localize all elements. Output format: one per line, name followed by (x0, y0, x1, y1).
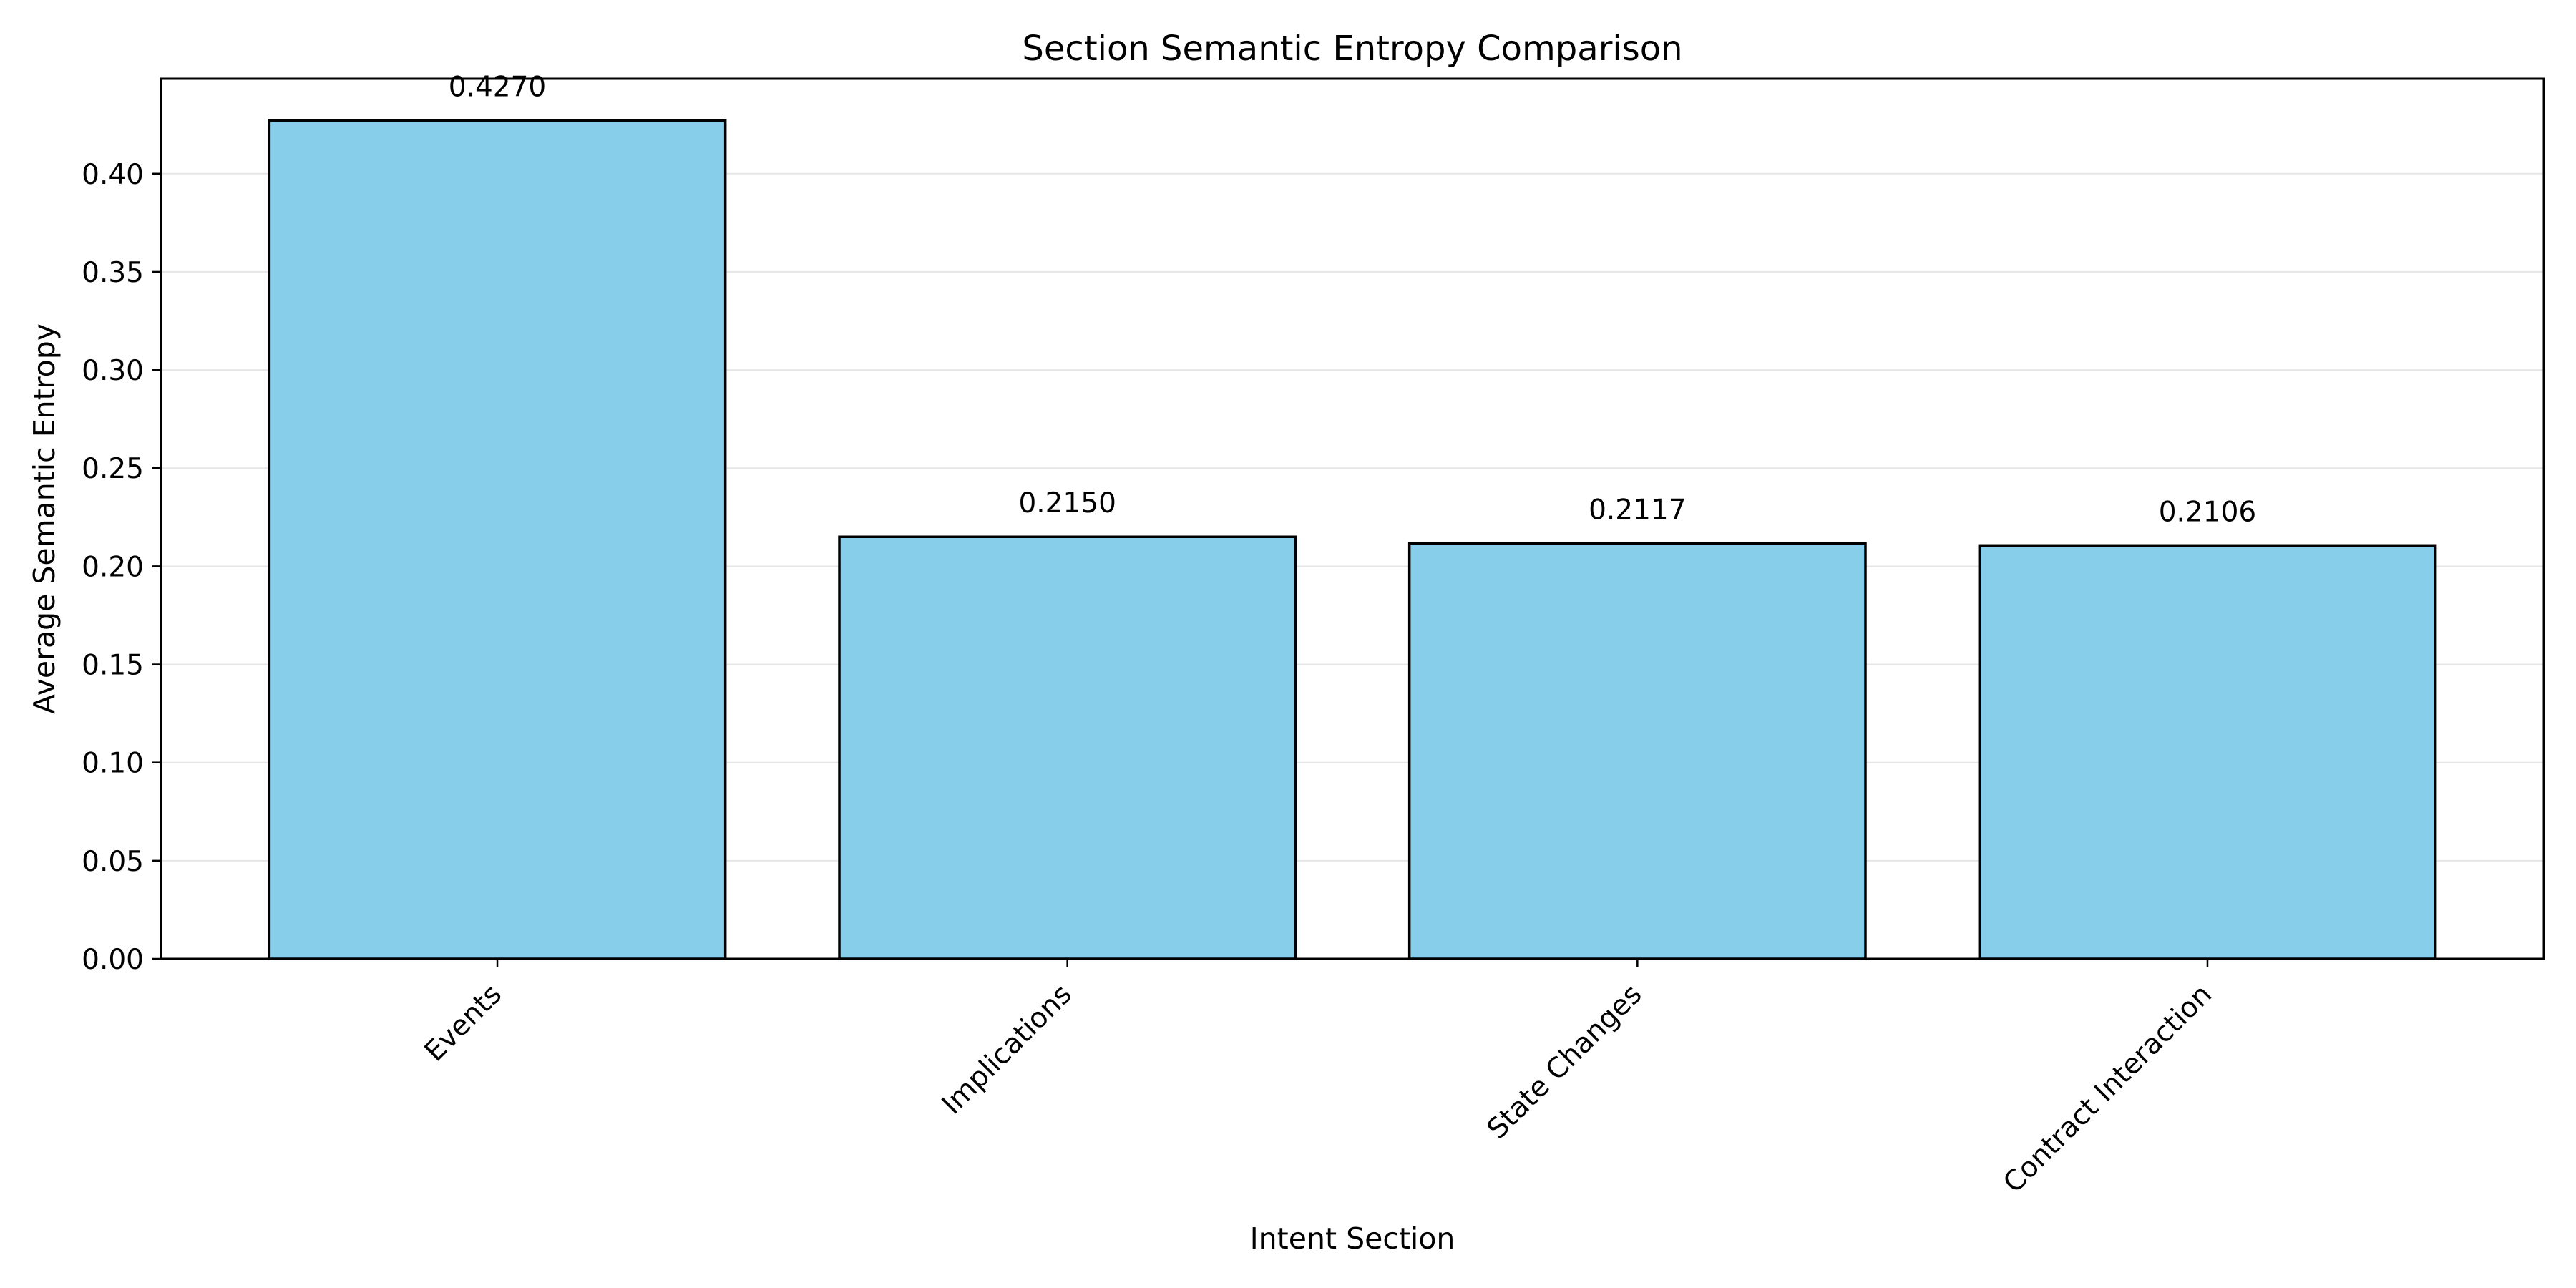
data-label: 0.4270 (449, 72, 546, 104)
x-axis: Events Implications State Changes Contract … (419, 959, 2218, 1199)
y-tick-label: 0.25 (82, 453, 144, 485)
x-tick-label: Events (419, 978, 508, 1068)
y-tick-label: 0.05 (82, 846, 144, 878)
y-tick-label: 0.35 (82, 257, 144, 289)
y-axis: 0.00 0.05 0.10 0.15 0.20 0.25 0.30 0.35 0.40 (82, 159, 161, 976)
bars (268, 119, 2437, 960)
x-tick-label: State Changes (1481, 978, 1649, 1146)
y-tick-label: 0.20 (82, 551, 144, 583)
data-label: 0.2106 (2159, 496, 2256, 528)
plot-frame (160, 77, 2545, 960)
bar-events (268, 119, 727, 960)
x-tick-label: Contract Interaction (1997, 978, 2218, 1199)
data-labels: 0.4270 0.2150 0.2117 0.2106 (449, 72, 2256, 529)
data-label: 0.2117 (1589, 494, 1686, 526)
y-tick-label: 0.30 (82, 355, 144, 387)
data-label: 0.2150 (1018, 487, 1116, 519)
bar-state-changes (1407, 542, 1867, 960)
bar-implications (838, 535, 1297, 960)
y-axis-label: Average Semantic Entropy (27, 323, 62, 714)
x-tick-label: Implications (936, 978, 1078, 1121)
y-tick-label: 0.10 (82, 748, 144, 780)
y-tick-label: 0.15 (82, 650, 144, 682)
y-tick-label: 0.00 (82, 944, 144, 976)
y-tick-label: 0.40 (82, 159, 144, 191)
bar-contract-interaction (1978, 544, 2437, 960)
x-axis-label: Intent Section (1250, 1221, 1455, 1256)
chart-title: Section Semantic Entropy Comparison (1022, 29, 1682, 69)
